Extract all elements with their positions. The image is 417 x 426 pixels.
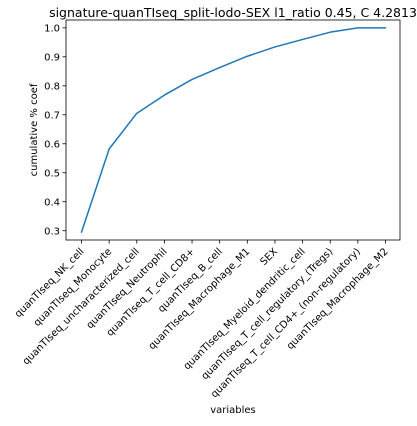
x-tick-label: SEX [258,246,280,268]
y-tick-label: 0.9 [44,52,60,63]
y-tick-label: 0.5 [44,168,60,179]
y-axis: 0.3 0.4 0.5 0.6 0.7 0.8 0.9 1.0 [44,23,66,237]
x-axis: quanTIseq_NK_cellquanTIseq_MonocytequanT… [13,240,391,400]
y-axis-label: cumulative % coef [29,83,40,176]
x-axis-label: variables [210,405,256,416]
x-tick-label: quanTIseq_uncharacterized_cell [21,246,142,367]
y-tick-label: 0.8 [44,81,60,92]
y-tick-label: 1.0 [44,23,60,34]
y-tick-label: 0.6 [44,139,60,150]
plot-frame [66,20,400,240]
y-tick-label: 0.4 [44,197,60,208]
series-line [82,28,386,232]
x-tick-label: quanTIseq_Macrophage_M2 [285,246,391,352]
chart-title: signature-quanTIseq_split-lodo-SEX l1_ra… [49,5,417,20]
y-tick-label: 0.7 [44,110,60,121]
series-group [81,28,385,232]
y-tick-label: 0.3 [44,226,60,237]
